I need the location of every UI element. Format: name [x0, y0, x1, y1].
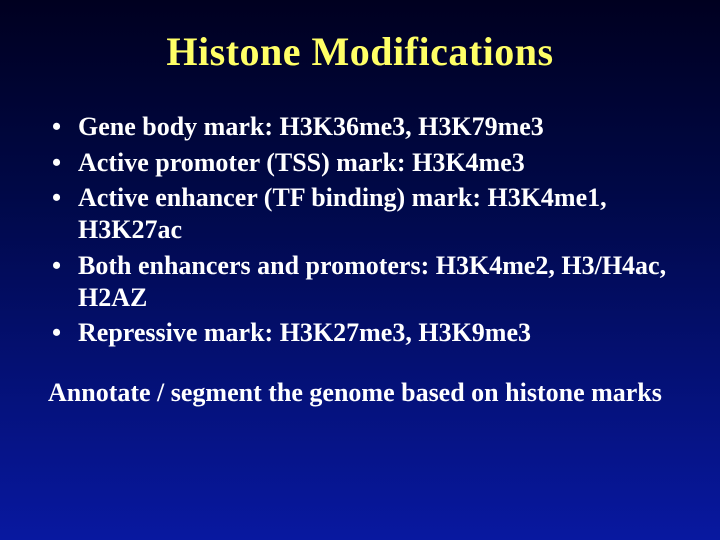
bullet-list: Gene body mark: H3K36me3, H3K79me3 Activ… — [48, 111, 680, 349]
list-item: Both enhancers and promoters: H3K4me2, H… — [48, 250, 680, 313]
list-item: Gene body mark: H3K36me3, H3K79me3 — [48, 111, 680, 143]
list-item: Active promoter (TSS) mark: H3K4me3 — [48, 147, 680, 179]
list-item: Repressive mark: H3K27me3, H3K9me3 — [48, 317, 680, 349]
slide-title: Histone Modifications — [40, 28, 680, 75]
footer-text: Annotate / segment the genome based on h… — [48, 377, 680, 409]
list-item: Active enhancer (TF binding) mark: H3K4m… — [48, 182, 680, 245]
slide: Histone Modifications Gene body mark: H3… — [0, 0, 720, 540]
